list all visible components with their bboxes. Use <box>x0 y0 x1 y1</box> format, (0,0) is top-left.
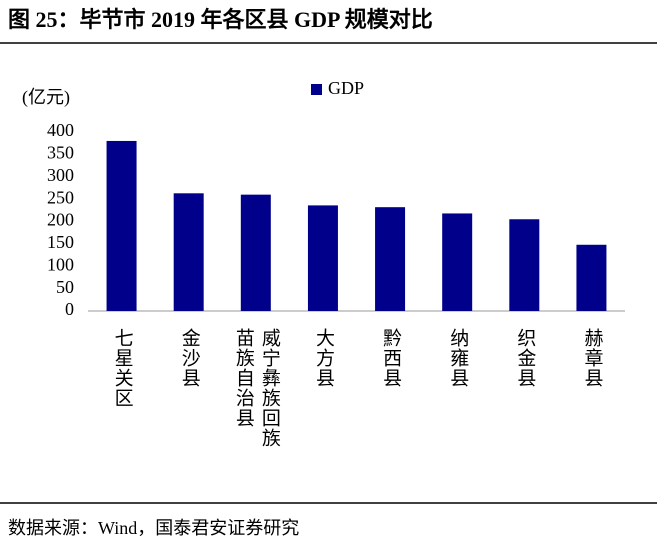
x-tick-label: 黔西县 <box>380 328 402 388</box>
y-tick-label: 50 <box>56 277 74 297</box>
y-tick-label: 350 <box>47 143 74 163</box>
bar <box>576 244 607 311</box>
y-tick-label: 100 <box>47 254 74 274</box>
source: 数据来源：Wind，国泰君安证券研究 <box>8 518 299 538</box>
x-tick-label: 赫章县 <box>581 328 603 388</box>
x-tick-label: 织金县 <box>514 328 536 388</box>
y-tick-label: 150 <box>47 232 74 252</box>
bar <box>240 194 271 311</box>
x-tick-label: 纳雍县 <box>447 328 469 388</box>
bar <box>442 213 473 311</box>
y-tick-label: 300 <box>47 165 74 185</box>
y-tick-label: 200 <box>47 210 74 230</box>
bar <box>173 193 204 311</box>
x-tick-label: 大方县 <box>312 328 334 388</box>
bar <box>106 140 137 311</box>
y-tick-label: 0 <box>65 299 74 319</box>
bar <box>375 207 406 311</box>
y-tick-label: 400 <box>47 120 74 140</box>
x-tick-label: 七星关区 <box>111 328 133 408</box>
legend-swatch <box>311 84 322 95</box>
chart-title: 图 25：毕节市 2019 年各区县 GDP 规模对比 <box>8 7 433 32</box>
legend-label: GDP <box>328 78 364 98</box>
bar <box>307 205 338 311</box>
y-axis-label: (亿元) <box>22 87 70 108</box>
x-tick-label: 威宁彝族回族苗族自治县 <box>232 328 280 448</box>
x-tick-label: 金沙县 <box>178 328 200 388</box>
y-tick-label: 250 <box>47 187 74 207</box>
bar <box>509 219 540 311</box>
